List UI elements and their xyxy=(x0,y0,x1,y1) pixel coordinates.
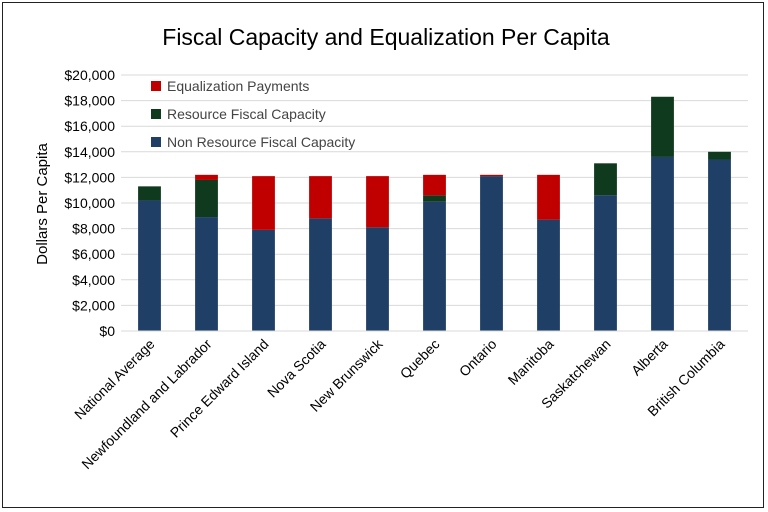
y-tick-label: $2,000 xyxy=(72,297,115,313)
bar-segment-equalization-payments xyxy=(480,174,503,177)
y-tick-label: $4,000 xyxy=(72,272,115,288)
bar-segment-non-resource-fiscal-capacity xyxy=(138,200,161,331)
axes: $0 $2,000 $4,000 $6,000 $8,000 $10,000 $12,000… xyxy=(64,67,748,472)
legend: Equalization Payments Resource Fiscal Cap… xyxy=(151,78,355,150)
legend-label: Non Resource Fiscal Capacity xyxy=(167,134,355,150)
x-tick-label: Alberta xyxy=(628,336,671,379)
bar-segment-resource-fiscal-capacity xyxy=(651,96,674,157)
bar-segment-non-resource-fiscal-capacity xyxy=(594,195,617,331)
x-tick-label: Ontario xyxy=(456,336,500,380)
bar-segment-equalization-payments xyxy=(309,176,332,219)
y-tick-label: $6,000 xyxy=(72,246,115,262)
bar-segment-non-resource-fiscal-capacity xyxy=(366,227,389,331)
x-tick-label: Prince Edward Island xyxy=(167,336,272,441)
legend-swatch xyxy=(151,81,161,91)
chart-title: Fiscal Capacity and Equalization Per Cap… xyxy=(162,24,610,50)
bar-segment-equalization-payments xyxy=(195,174,218,180)
bar-segment-non-resource-fiscal-capacity xyxy=(537,219,560,331)
bar-segment-non-resource-fiscal-capacity xyxy=(480,176,503,331)
chart: Fiscal Capacity and Equalization Per Cap… xyxy=(34,24,748,472)
bar-segment-equalization-payments xyxy=(252,176,275,230)
legend-label: Equalization Payments xyxy=(167,78,309,94)
y-tick-label: $16,000 xyxy=(64,118,115,134)
bar-segment-resource-fiscal-capacity xyxy=(594,163,617,196)
bar-segment-resource-fiscal-capacity xyxy=(138,186,161,201)
x-tick-label: Manitoba xyxy=(505,336,557,388)
y-axis-label: Dollars Per Capita xyxy=(34,142,51,264)
x-tick-label: Quebec xyxy=(397,336,443,382)
bar-segment-non-resource-fiscal-capacity xyxy=(423,201,446,331)
bar-segment-non-resource-fiscal-capacity xyxy=(252,229,275,331)
bar-segment-equalization-payments xyxy=(366,176,389,228)
y-tick-label: $14,000 xyxy=(64,144,115,160)
bar-segment-equalization-payments xyxy=(537,174,560,220)
bar-segment-non-resource-fiscal-capacity xyxy=(195,217,218,331)
y-tick-label: $18,000 xyxy=(64,93,115,109)
bar-segment-resource-fiscal-capacity xyxy=(708,151,731,160)
legend-swatch xyxy=(151,137,161,147)
bar-segment-non-resource-fiscal-capacity xyxy=(708,159,731,331)
bar-segment-non-resource-fiscal-capacity xyxy=(651,156,674,331)
bars xyxy=(138,96,731,331)
y-tick-label: $8,000 xyxy=(72,221,115,237)
bar-segment-non-resource-fiscal-capacity xyxy=(309,218,332,331)
bar-segment-equalization-payments xyxy=(423,174,446,196)
y-tick-label: $20,000 xyxy=(64,67,115,83)
bar-segment-resource-fiscal-capacity xyxy=(195,179,218,218)
legend-swatch xyxy=(151,109,161,119)
y-tick-label: $0 xyxy=(99,323,115,339)
y-tick-label: $10,000 xyxy=(64,195,115,211)
y-tick-label: $12,000 xyxy=(64,169,115,185)
legend-label: Resource Fiscal Capacity xyxy=(167,106,326,122)
bar-segment-resource-fiscal-capacity xyxy=(423,195,446,202)
